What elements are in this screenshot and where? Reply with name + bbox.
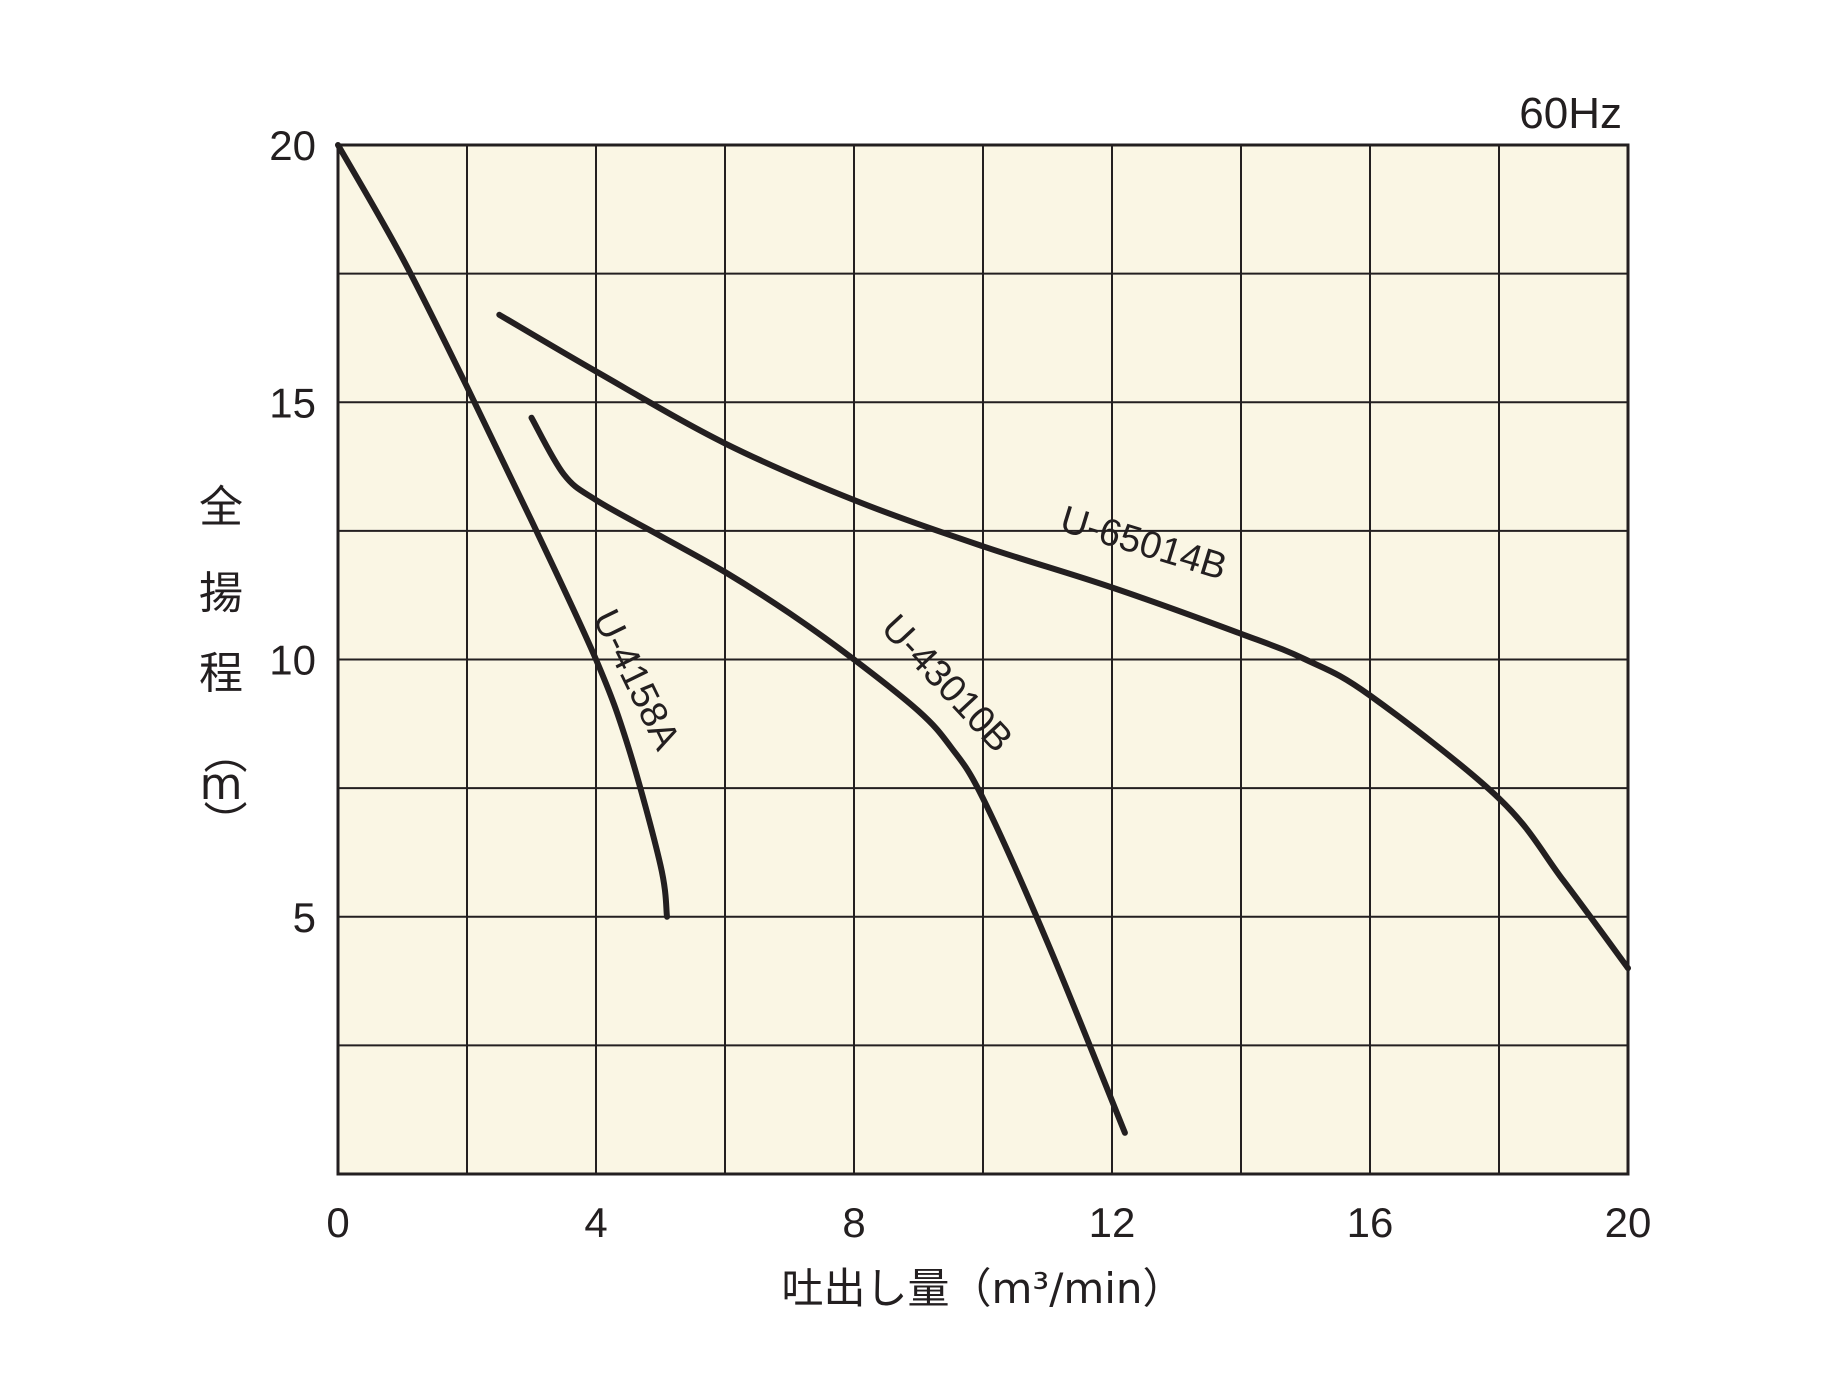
y-tick-label: 15	[269, 379, 316, 426]
frequency-annotation: 60Hz	[1519, 89, 1622, 138]
y-axis-title-char: 全	[199, 482, 243, 533]
plot-border	[336, 143, 1630, 1176]
x-tick-label: 8	[842, 1199, 865, 1246]
y-axis-title-char: （	[198, 730, 249, 774]
y-tick-label: 20	[269, 122, 316, 169]
x-tick-label: 12	[1089, 1199, 1136, 1246]
curve-u-4158a	[335, 142, 670, 920]
x-tick-label: 4	[584, 1199, 607, 1246]
y-axis-title-char: m	[200, 759, 243, 810]
y-axis-title-char: ）	[198, 800, 249, 844]
y-axis-title: 全揚程 （m）	[198, 482, 249, 844]
y-tick-label: 5	[293, 894, 316, 941]
x-tick-label: 0	[326, 1199, 349, 1246]
y-axis-title-char: 揚	[199, 568, 243, 619]
x-axis-title: 吐出し量（m³/min）	[781, 1264, 1184, 1313]
curve-u-43010b	[528, 414, 1128, 1136]
x-tick-label: 20	[1605, 1199, 1652, 1246]
y-axis-title-char: 程	[199, 648, 243, 699]
curve-u-65014b	[496, 311, 1631, 972]
x-tick-label: 16	[1347, 1199, 1394, 1246]
y-tick-label: 10	[269, 637, 316, 684]
